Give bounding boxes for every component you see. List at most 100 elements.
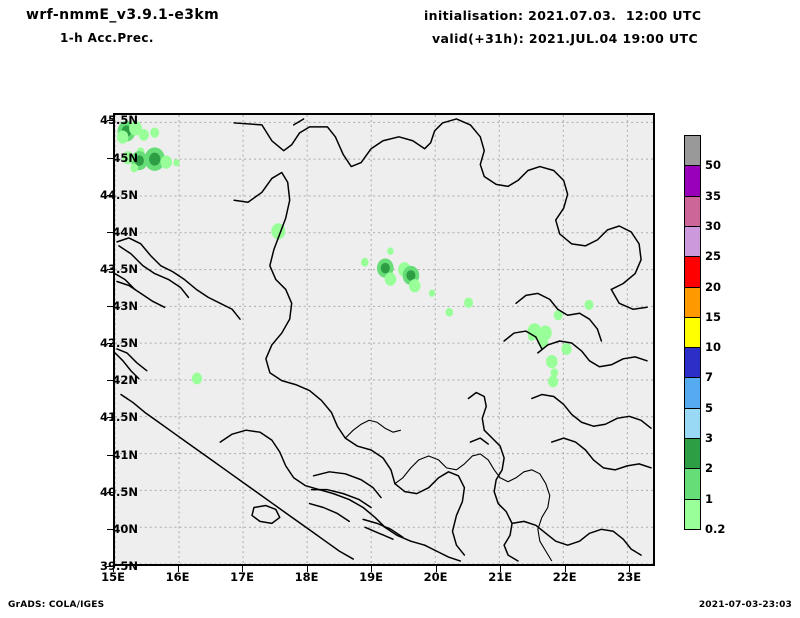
y-axis-tick-label: 40.5N xyxy=(100,484,138,499)
y-axis-tick-mark xyxy=(107,454,114,456)
y-axis-tick-label: 44N xyxy=(112,224,138,239)
y-axis-tick-mark xyxy=(107,120,114,122)
precip-patch xyxy=(138,128,149,141)
precip-patch xyxy=(144,147,165,171)
colorbar-band[interactable] xyxy=(684,165,701,196)
colorbar-tick-label: 20 xyxy=(705,279,722,294)
y-axis-tick-label: 43.5N xyxy=(100,261,138,276)
colorbar-tick-label: 50 xyxy=(705,158,722,173)
precip-patch xyxy=(464,297,474,308)
y-axis-tick-label: 45N xyxy=(112,150,138,165)
grid-lines xyxy=(115,115,653,564)
x-axis-tick-label: 20E xyxy=(423,570,448,584)
y-axis-tick-mark xyxy=(107,380,114,382)
map-canvas xyxy=(115,115,653,564)
x-axis-tick-mark xyxy=(177,566,179,572)
x-axis-tick-mark xyxy=(242,566,244,572)
colorbar-band[interactable] xyxy=(684,195,701,226)
precip-patch xyxy=(384,272,397,286)
colorbar-band[interactable] xyxy=(684,407,701,439)
x-axis-tick-mark xyxy=(113,566,114,572)
y-axis-tick-label: 40N xyxy=(112,521,138,536)
precip-patch xyxy=(191,372,203,385)
colorbar-tick-label: 1 xyxy=(705,491,714,506)
precipitation-layer xyxy=(116,120,594,388)
x-axis-tick-label: 23E xyxy=(617,570,642,584)
x-axis-tick-label: 15E xyxy=(101,570,125,584)
country-border-layer xyxy=(344,419,553,562)
y-axis-tick-label: 44.5N xyxy=(100,187,138,202)
y-axis-tick-mark xyxy=(107,231,114,233)
y-axis-tick-label: 42N xyxy=(112,373,138,388)
coastline-layer xyxy=(115,118,652,562)
x-axis-tick-label: 18E xyxy=(294,570,319,584)
y-axis-tick-mark xyxy=(107,566,114,567)
valid-time-text: valid(+31h): 2021.JUL.04 19:00 UTC xyxy=(432,31,699,46)
x-axis-tick-mark xyxy=(435,566,437,572)
colorbar[interactable] xyxy=(684,113,701,551)
y-axis-tick-mark xyxy=(107,417,114,419)
colorbar-band[interactable] xyxy=(684,377,701,408)
x-axis-tick-mark xyxy=(371,566,373,572)
colorbar-tick-label: 35 xyxy=(705,188,722,203)
y-axis-tick-mark xyxy=(107,343,114,345)
y-axis-tick-mark xyxy=(107,194,114,196)
precip-patch xyxy=(561,343,572,355)
precip-patch xyxy=(116,130,129,144)
y-axis-tick-mark xyxy=(107,491,114,493)
colorbar-tick-label: 10 xyxy=(705,340,722,355)
y-axis-tick-mark xyxy=(107,528,114,530)
precip-patch xyxy=(129,120,142,136)
colorbar-tick-label: 3 xyxy=(705,431,714,446)
colorbar-band[interactable] xyxy=(684,286,701,317)
precip-patch xyxy=(550,368,559,378)
precip-patch xyxy=(547,375,559,388)
y-axis-tick-label: 43N xyxy=(112,299,138,314)
y-axis-tick-mark xyxy=(107,157,114,159)
x-axis-tick-label: 16E xyxy=(165,570,190,584)
colorbar-tick-label: 15 xyxy=(705,309,722,324)
colorbar-tick-label: 7 xyxy=(705,370,714,385)
colorbar-tick-label: 0.2 xyxy=(705,522,726,536)
x-axis-tick-label: 19E xyxy=(359,570,384,584)
colorbar-band[interactable] xyxy=(684,438,701,469)
x-axis-tick-label: 22E xyxy=(552,570,577,584)
precip-patch xyxy=(173,159,180,167)
field-subtitle: 1-h Acc.Prec. xyxy=(60,31,154,45)
footer-timestamp: 2021-07-03-23:03 xyxy=(698,600,792,610)
y-axis-tick-mark xyxy=(107,306,114,308)
precip-patch xyxy=(160,155,173,169)
model-title: wrf-nmmE_v3.9.1-e3km xyxy=(26,7,220,23)
precip-patch xyxy=(122,151,134,165)
y-axis-tick-label: 41N xyxy=(112,447,138,462)
precip-patch xyxy=(553,310,563,321)
colorbar-band[interactable] xyxy=(684,256,701,287)
precip-patch xyxy=(360,257,369,267)
colorbar-band[interactable] xyxy=(684,347,701,378)
colorbar-base-line xyxy=(684,529,701,530)
x-axis-tick-mark xyxy=(564,566,566,572)
initialisation-text: initialisation: 2021.07.03. 12:00 UTC xyxy=(424,8,702,23)
y-axis-tick-label: 41.5N xyxy=(100,410,138,425)
colorbar-tick-label: 30 xyxy=(705,218,722,233)
colorbar-band[interactable] xyxy=(684,135,701,166)
colorbar-band[interactable] xyxy=(684,498,701,529)
x-axis-tick-mark xyxy=(306,566,308,572)
precip-patch xyxy=(130,163,139,173)
colorbar-tick-label: 25 xyxy=(705,249,722,264)
colorbar-band[interactable] xyxy=(684,316,701,348)
x-axis-tick-mark xyxy=(629,566,631,572)
precip-patch xyxy=(408,279,421,293)
precip-patch xyxy=(584,299,594,311)
x-axis-tick-mark xyxy=(500,566,502,572)
y-axis-tick-label: 42.5N xyxy=(100,336,138,351)
map-plot-area xyxy=(113,113,655,566)
colorbar-tick-label: 5 xyxy=(705,400,714,415)
precip-patch xyxy=(387,247,394,255)
y-axis-tick-mark xyxy=(107,268,114,270)
colorbar-band[interactable] xyxy=(684,225,701,257)
y-axis-tick-label: 45.5N xyxy=(100,113,138,128)
precip-patch xyxy=(428,289,436,297)
colorbar-band[interactable] xyxy=(684,468,701,499)
footer-credit: GrADS: COLA/IGES xyxy=(8,600,105,610)
